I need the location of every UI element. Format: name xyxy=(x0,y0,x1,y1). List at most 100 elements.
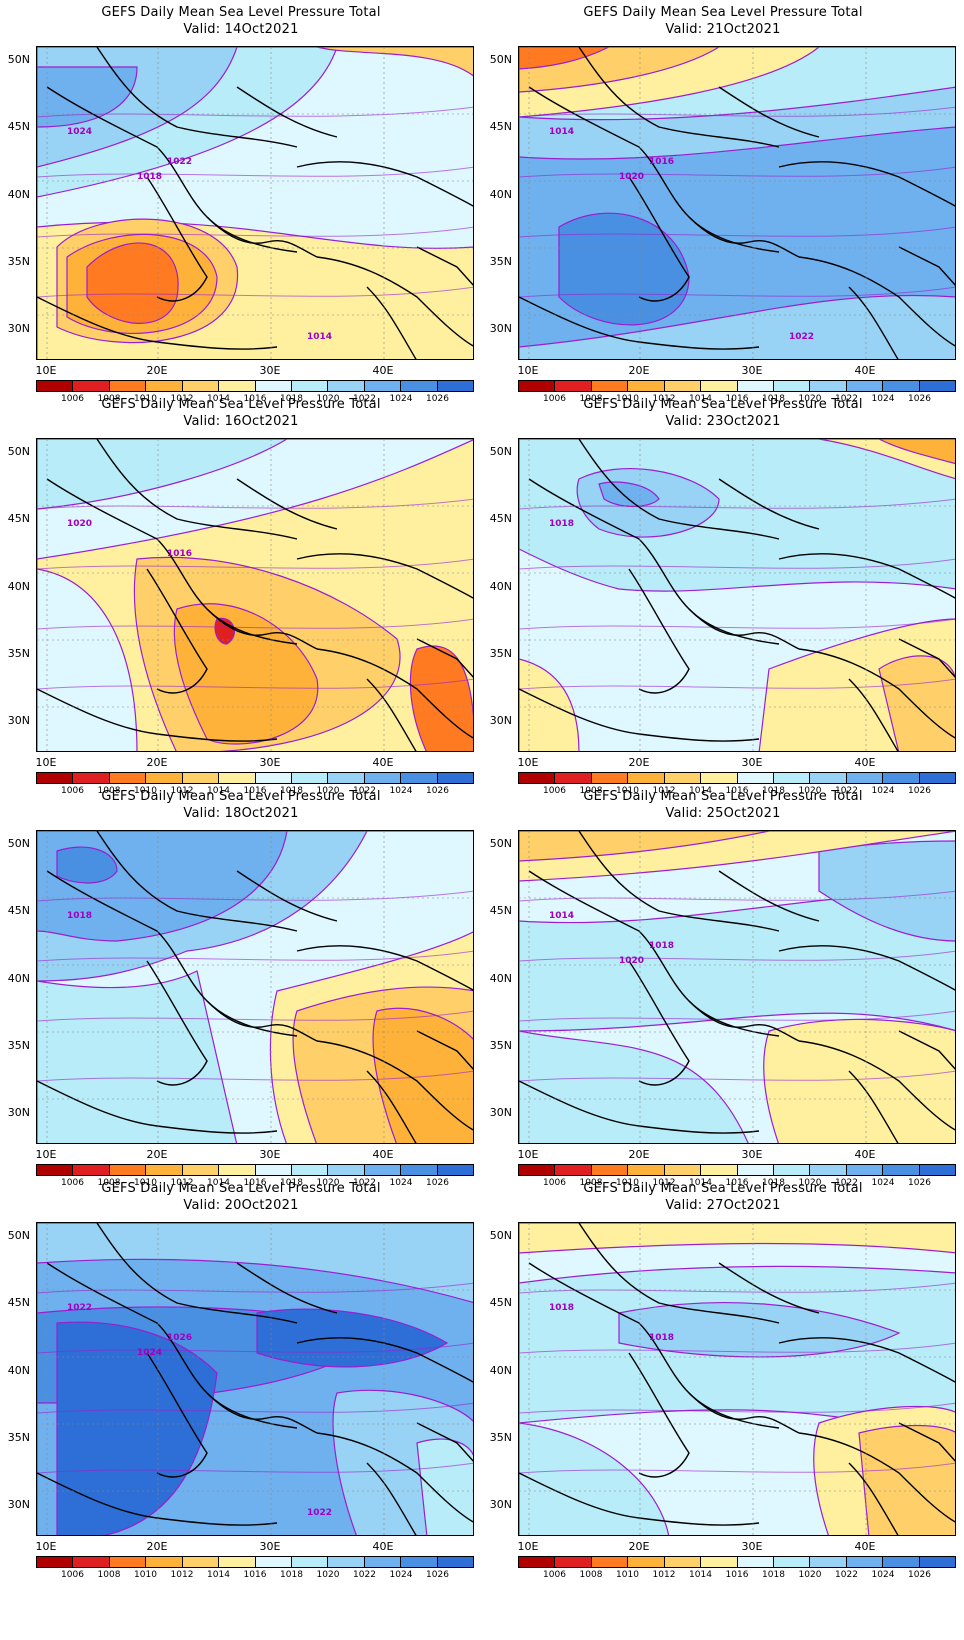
pressure-band xyxy=(409,645,473,751)
isobar-label: 1022 xyxy=(167,157,193,167)
colorbar-swatch xyxy=(846,381,884,391)
colorbar-label: 1022 xyxy=(835,1178,858,1188)
coastline xyxy=(848,1070,899,1143)
colorbar xyxy=(518,772,956,784)
colorbar-swatch xyxy=(73,1165,110,1175)
pressure-field xyxy=(37,831,473,1143)
colorbar-swatch xyxy=(664,1165,702,1175)
colorbar-swatch xyxy=(810,1165,847,1175)
coastline xyxy=(206,216,318,258)
coastline xyxy=(798,256,955,347)
coastline xyxy=(296,1337,473,1383)
pressure-map: 1024 1022 1018 1014 xyxy=(36,46,474,360)
colorbar-swatch xyxy=(773,773,811,783)
longitude-label: 10E xyxy=(517,364,539,377)
colorbar-swatch xyxy=(883,1557,920,1567)
colorbar-swatch xyxy=(219,1557,256,1567)
panel-valid-date: Valid: 20Oct2021 xyxy=(183,1198,299,1213)
coastline xyxy=(848,678,899,751)
colorbar-label: 1022 xyxy=(353,394,376,404)
latitude-label: 35N xyxy=(7,647,30,660)
colorbar-swatch xyxy=(255,1165,292,1175)
colorbar-label: 1012 xyxy=(170,786,194,796)
latitude-label: 40N xyxy=(489,188,512,201)
colorbar-label: 1006 xyxy=(61,394,84,404)
panel-valid-date: Valid: 27Oct2021 xyxy=(665,1198,781,1213)
coastline xyxy=(416,638,473,678)
colorbar-label: 1026 xyxy=(426,786,449,796)
colorbar-swatch xyxy=(37,1165,74,1175)
isobar-line xyxy=(519,166,955,178)
coastline xyxy=(718,1262,820,1314)
colorbar-swatch xyxy=(109,381,147,391)
isobar-label: 1024 xyxy=(137,1348,163,1358)
colorbar-label: 1020 xyxy=(798,1570,822,1580)
isobar-line xyxy=(519,1462,955,1474)
latitude-label: 45N xyxy=(489,904,512,917)
coastline xyxy=(146,176,208,302)
colorbar-swatch xyxy=(401,381,438,391)
map-panel: GEFS Daily Mean Sea Level Pressure Total… xyxy=(0,784,482,1194)
map-panel: GEFS Daily Mean Sea Level Pressure Total… xyxy=(0,392,482,802)
latitude-label: 45N xyxy=(7,120,30,133)
colorbar-label: 1010 xyxy=(616,786,639,796)
coastline xyxy=(206,1392,318,1434)
pressure-band xyxy=(37,970,238,1143)
coastline xyxy=(718,870,820,922)
longitude-label: 10E xyxy=(35,364,57,377)
isobar-line xyxy=(37,618,473,630)
map-panel: GEFS Daily Mean Sea Level Pressure Total… xyxy=(482,0,964,410)
coastline xyxy=(898,638,955,678)
isobar-label: 1020 xyxy=(67,519,93,529)
colorbar-swatch xyxy=(219,1165,256,1175)
isobar-line xyxy=(519,678,955,690)
coastline xyxy=(628,176,690,302)
coastline xyxy=(416,1030,473,1070)
pressure-field xyxy=(37,47,473,359)
colorbar-swatch xyxy=(109,1557,147,1567)
colorbar-label: 1024 xyxy=(389,1570,413,1580)
colorbar-label: 1020 xyxy=(316,786,340,796)
longitude-label: 10E xyxy=(35,756,57,769)
pressure-band xyxy=(519,1422,670,1535)
pressure-band xyxy=(37,66,138,128)
isobar-line xyxy=(37,498,473,510)
colorbar-swatch xyxy=(437,1165,474,1175)
colorbar-label: 1020 xyxy=(798,1178,822,1188)
coastline xyxy=(898,1030,955,1070)
panel-title-text: GEFS Daily Mean Sea Level Pressure Total xyxy=(101,1181,381,1196)
panel-valid-date: Valid: 16Oct2021 xyxy=(183,414,299,429)
latitude-label: 45N xyxy=(7,1296,30,1309)
coastline xyxy=(528,1262,780,1429)
colorbar-label: 1008 xyxy=(97,394,121,404)
isobar-line xyxy=(37,1462,473,1474)
isobar-line xyxy=(519,1402,955,1414)
coastline xyxy=(366,678,417,751)
pressure-band xyxy=(519,831,770,862)
colorbar-label: 1014 xyxy=(689,786,712,796)
colorbar-label: 1026 xyxy=(908,786,931,796)
colorbar-swatch xyxy=(291,1165,329,1175)
colorbar-swatch xyxy=(364,1557,402,1567)
coastline xyxy=(46,86,298,253)
coastline xyxy=(206,608,318,650)
colorbar-swatch xyxy=(146,381,183,391)
coastline xyxy=(316,1432,473,1523)
pressure-band xyxy=(37,1223,473,1304)
latitude-label: 50N xyxy=(489,837,512,850)
map-panel: GEFS Daily Mean Sea Level Pressure Total… xyxy=(482,784,964,1194)
coastline xyxy=(848,1462,899,1535)
latitude-label: 40N xyxy=(7,580,30,593)
pressure-field xyxy=(37,439,473,751)
colorbar-label: 1024 xyxy=(871,1178,895,1188)
latitude-label: 35N xyxy=(7,1431,30,1444)
colorbar-label: 1026 xyxy=(426,1570,449,1580)
colorbar-swatch xyxy=(737,1165,774,1175)
longitude-label: 10E xyxy=(517,1148,539,1161)
longitude-label: 20E xyxy=(146,756,168,769)
longitude-label: 30E xyxy=(259,756,281,769)
isobar-label: 1020 xyxy=(619,956,645,966)
isobar-line xyxy=(37,1342,473,1354)
pressure-band xyxy=(519,658,580,751)
colorbar-swatch xyxy=(701,1165,738,1175)
